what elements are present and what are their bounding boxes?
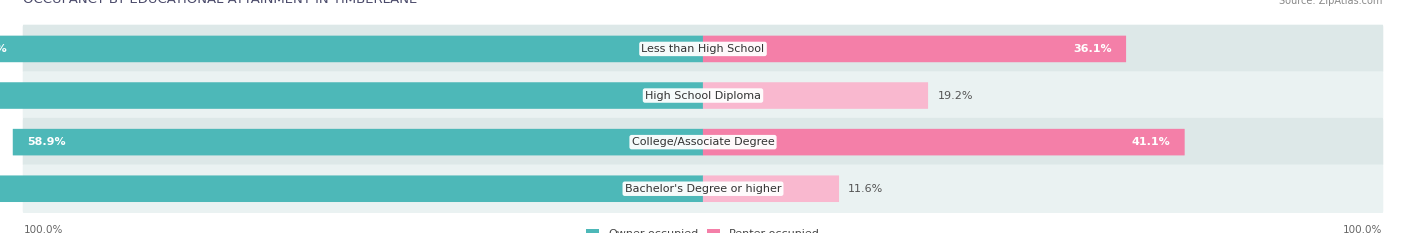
FancyBboxPatch shape <box>22 25 1384 73</box>
FancyBboxPatch shape <box>703 175 839 202</box>
FancyBboxPatch shape <box>13 129 703 155</box>
Text: 58.9%: 58.9% <box>27 137 66 147</box>
Text: 11.6%: 11.6% <box>848 184 883 194</box>
Text: Less than High School: Less than High School <box>641 44 765 54</box>
Text: 100.0%: 100.0% <box>24 225 63 233</box>
Text: High School Diploma: High School Diploma <box>645 91 761 100</box>
FancyBboxPatch shape <box>0 82 703 109</box>
Text: 19.2%: 19.2% <box>938 91 973 100</box>
FancyBboxPatch shape <box>22 164 1384 213</box>
FancyBboxPatch shape <box>703 129 1185 155</box>
FancyBboxPatch shape <box>0 175 703 202</box>
Legend: Owner-occupied, Renter-occupied: Owner-occupied, Renter-occupied <box>586 229 820 233</box>
Text: 36.1%: 36.1% <box>1073 44 1112 54</box>
Text: Bachelor's Degree or higher: Bachelor's Degree or higher <box>624 184 782 194</box>
Text: College/Associate Degree: College/Associate Degree <box>631 137 775 147</box>
Text: Source: ZipAtlas.com: Source: ZipAtlas.com <box>1279 0 1382 6</box>
Text: OCCUPANCY BY EDUCATIONAL ATTAINMENT IN TIMBERLANE: OCCUPANCY BY EDUCATIONAL ATTAINMENT IN T… <box>24 0 418 6</box>
Text: 100.0%: 100.0% <box>1343 225 1382 233</box>
FancyBboxPatch shape <box>22 71 1384 120</box>
Text: 63.9%: 63.9% <box>0 44 7 54</box>
FancyBboxPatch shape <box>22 118 1384 166</box>
FancyBboxPatch shape <box>703 36 1126 62</box>
FancyBboxPatch shape <box>703 82 928 109</box>
Text: 41.1%: 41.1% <box>1132 137 1170 147</box>
FancyBboxPatch shape <box>0 36 703 62</box>
